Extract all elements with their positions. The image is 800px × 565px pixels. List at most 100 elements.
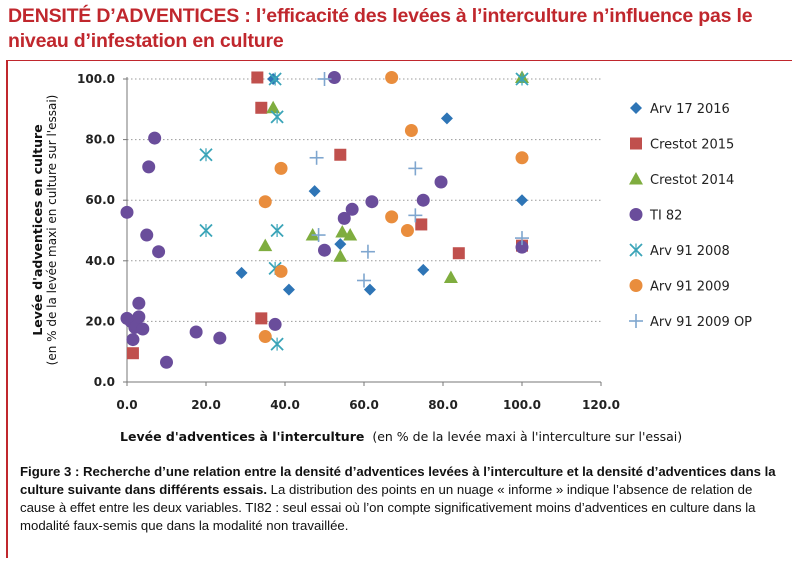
data-point [515, 231, 529, 246]
data-point [258, 330, 272, 344]
legend-label-arv-17-2016: Arv 17 2016 [650, 102, 730, 117]
data-point [268, 72, 282, 86]
data-point [415, 218, 428, 231]
frame-top-border [6, 60, 792, 61]
figure-caption: Figure 3 : Recherche d’une relation entr… [20, 463, 790, 535]
legend-marker-arv-91-2009-op [629, 314, 643, 328]
data-point [333, 249, 348, 262]
legend-marker-arv-17-2016 [630, 102, 642, 114]
data-point [136, 322, 150, 336]
legend-label-arv-91-2008: Arv 91 2008 [650, 244, 730, 259]
data-point [317, 72, 332, 86]
x-tick-label: 60.0 [349, 398, 379, 412]
data-point [199, 148, 213, 162]
y-tick-labels: 0.0 20.0 40.0 60.0 80.0 100.0 [77, 72, 115, 389]
legend-marker-arv-91-2008 [629, 243, 643, 257]
x-tick-label: 20.0 [191, 398, 221, 412]
y-tick-label: 20.0 [85, 314, 115, 328]
y-axis-label-group: Levée d'adventices en culture (en % de l… [30, 95, 59, 366]
chart-title-rest: l’efficacité des levées à l’interculture… [8, 5, 753, 52]
legend-label-crestot-2014: Crestot 2014 [650, 173, 734, 188]
y-axis-label-rest: (en % de la levée maxi en culture sur l'… [45, 95, 59, 366]
data-point [337, 211, 351, 225]
series-arv-91-2009 [258, 70, 529, 344]
data-point [189, 325, 203, 339]
data-point [213, 331, 227, 345]
legend-marker-arv-91-2009 [629, 279, 643, 292]
data-point [434, 175, 448, 189]
data-point [334, 238, 347, 251]
data-point [408, 208, 423, 223]
data-point [440, 112, 453, 125]
frame-left-border [6, 60, 8, 558]
data-point [268, 317, 282, 331]
data-point [516, 194, 528, 207]
data-point [385, 70, 399, 84]
legend-label-arv-91-2009: Arv 91 2009 [650, 280, 730, 295]
data-point [343, 228, 358, 241]
legend-marker-crestot-2014 [629, 172, 643, 185]
data-point [258, 238, 273, 252]
data-point [270, 110, 284, 124]
data-point [416, 193, 430, 207]
data-point [148, 131, 162, 145]
scatter-chart: 0.0 20.0 40.0 60.0 80.0 100.0 0.0 20.0 40.0 60.0… [30, 70, 752, 444]
series-ti-82 [120, 70, 529, 369]
data-point [452, 247, 465, 260]
data-point [400, 224, 414, 237]
data-point [266, 100, 281, 114]
data-points [120, 70, 529, 369]
data-point [274, 161, 288, 175]
data-point [132, 310, 146, 324]
data-point [267, 73, 280, 85]
series-crestot-2015 [126, 71, 528, 360]
x-tick-label: 40.0 [270, 398, 300, 412]
x-axis-label: Levée d'adventices à l'interculture (en … [120, 429, 682, 444]
x-axis-label-bold: Levée d'adventices à l'interculture [120, 429, 364, 444]
data-point [515, 240, 529, 254]
data-point [318, 243, 331, 257]
data-point [408, 161, 423, 176]
data-point [417, 263, 430, 276]
data-point [270, 337, 284, 351]
data-point [258, 195, 272, 209]
data-point [311, 228, 326, 243]
data-point [335, 225, 350, 238]
x-tick-label: 100.0 [503, 398, 541, 412]
data-point [274, 264, 288, 278]
legend-marker-ti-82 [629, 208, 643, 221]
data-point [334, 148, 347, 161]
x-tick-label: 80.0 [428, 398, 458, 412]
caption-rest: La distribution des points en un nuage «… [20, 482, 756, 533]
data-point [270, 223, 284, 238]
y-tick-label: 0.0 [94, 375, 115, 389]
x-tick-label: 0.0 [116, 398, 137, 412]
x-tick-label: 120.0 [582, 398, 620, 412]
data-point [140, 228, 154, 242]
data-point [327, 70, 341, 84]
data-point [404, 124, 418, 138]
data-point [126, 347, 139, 360]
data-point [120, 205, 134, 219]
data-point [515, 151, 529, 165]
data-point [385, 210, 399, 224]
axes [123, 77, 602, 386]
data-point [443, 270, 458, 283]
legend-label-arv-91-2009-op: Arv 91 2009 OP [650, 315, 752, 330]
caption-bold: Figure 3 : Recherche d’une relation entr… [20, 464, 776, 497]
data-point [308, 185, 321, 198]
data-point [142, 160, 156, 174]
series-arv-91-2009-op [309, 72, 529, 288]
data-point [235, 266, 248, 279]
series-arv-17-2016 [235, 73, 528, 296]
data-point [345, 202, 359, 216]
y-axis-label-bold: Levée d'adventices en culture [30, 124, 45, 335]
x-tick-labels: 0.0 20.0 40.0 60.0 80.0 100.0 120.0 [116, 398, 620, 412]
data-point [309, 150, 324, 165]
y-tick-label: 80.0 [85, 133, 115, 147]
data-point [515, 72, 529, 86]
data-point [365, 195, 379, 209]
y-tick-label: 60.0 [85, 193, 115, 207]
y-tick-label: 100.0 [77, 72, 115, 86]
legend: Arv 17 2016 Crestot 2015 Crestot 2014 TI 82… [629, 102, 752, 330]
